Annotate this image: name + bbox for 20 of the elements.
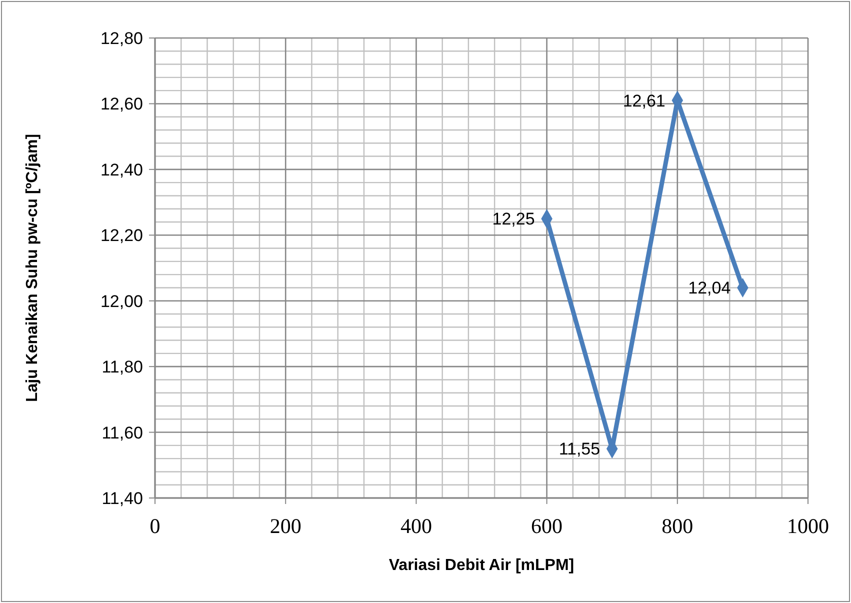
data-label: 11,55 — [558, 440, 600, 459]
y-tick-label: 11,60 — [102, 423, 143, 442]
y-tick-label: 12,80 — [100, 29, 143, 48]
x-axis-title: Variasi Debit Air [mLPM] — [388, 557, 574, 574]
x-tick-label: 600 — [531, 514, 563, 538]
x-tick-label: 400 — [400, 514, 432, 538]
y-tick-label: 11,40 — [102, 489, 143, 508]
y-tick-label: 12,60 — [100, 94, 143, 114]
x-tick-label: 0 — [150, 514, 160, 538]
x-tick-label: 200 — [270, 514, 302, 538]
data-label: 12,61 — [622, 91, 666, 110]
y-tick-label: 11,80 — [102, 358, 143, 377]
x-tick-label: 800 — [662, 514, 694, 538]
data-label: 12,25 — [492, 210, 535, 229]
y-tick-label: 12,40 — [100, 160, 143, 180]
y-tick-label: 12,00 — [100, 292, 143, 311]
x-tick-label: 1000 — [787, 514, 829, 538]
data-label: 12,04 — [688, 278, 731, 298]
y-axis-title: Laju Kenaikan Suhu pw-cu [ºC/jam] — [24, 134, 41, 402]
y-tick-label: 12,20 — [100, 226, 143, 246]
